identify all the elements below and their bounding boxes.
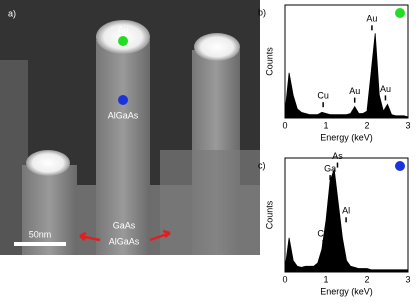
spectrum bbox=[284, 33, 409, 119]
x-tick-label: 0 bbox=[282, 120, 287, 130]
x-axis-label: Energy (keV) bbox=[320, 132, 373, 142]
image-label: AlGaAs bbox=[109, 236, 140, 246]
peak-label: As bbox=[332, 151, 343, 161]
x-tick-label: 0 bbox=[282, 274, 287, 284]
spectrum bbox=[284, 169, 409, 273]
peak-label: Cu bbox=[317, 91, 329, 101]
panel-label: a) bbox=[8, 8, 16, 18]
peak-label: Ga bbox=[324, 163, 336, 173]
x-tick-label: 3 bbox=[405, 274, 410, 284]
x-tick-label: 1 bbox=[323, 120, 328, 130]
scale-bar-label: 50nm bbox=[29, 229, 52, 239]
legend-marker bbox=[395, 8, 405, 18]
sem-image: a) Au AlGaAs GaAs AlGaAs 50nm bbox=[0, 0, 260, 255]
x-tick-label: 2 bbox=[364, 120, 369, 130]
panel-label: b) bbox=[258, 7, 266, 17]
image-label: GaAs bbox=[113, 220, 136, 230]
x-tick-label: 2 bbox=[364, 274, 369, 284]
peak-label: Cu bbox=[317, 228, 329, 238]
plot-frame bbox=[284, 4, 409, 119]
x-axis-label: Energy (keV) bbox=[320, 286, 373, 296]
peak-label: Au bbox=[366, 14, 377, 24]
panel-label: c) bbox=[258, 160, 266, 170]
image-label: Au bbox=[117, 24, 128, 34]
peak-label: Au bbox=[349, 86, 360, 96]
peak-label: Al bbox=[342, 206, 350, 216]
x-tick-label: 1 bbox=[323, 274, 328, 284]
y-axis-label: Counts bbox=[264, 200, 274, 229]
legend-marker bbox=[395, 161, 405, 171]
x-tick-label: 3 bbox=[405, 120, 410, 130]
image-label: AlGaAs bbox=[108, 110, 139, 120]
peak-label: Au bbox=[380, 84, 391, 94]
plot-frame bbox=[284, 157, 409, 273]
y-axis-label: Counts bbox=[264, 47, 274, 76]
